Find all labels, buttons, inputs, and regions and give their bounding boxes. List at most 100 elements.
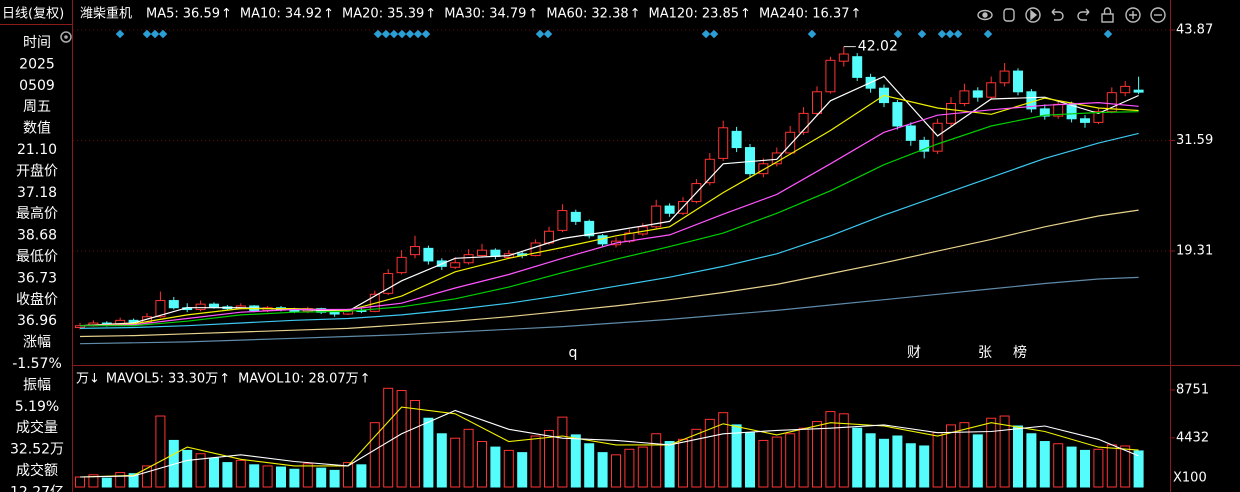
volume-unit: X100	[1173, 471, 1207, 486]
lock-icon[interactable]	[1101, 7, 1114, 23]
ma-line	[80, 111, 1139, 327]
info-text: -1.57%	[12, 356, 62, 372]
candle-body	[758, 163, 769, 175]
candle-body	[1013, 70, 1023, 93]
signal-marker	[389, 29, 399, 39]
volume-bar	[664, 441, 675, 488]
legend-value: 16.37	[812, 7, 849, 22]
volume-bar	[825, 411, 836, 488]
volume-bar	[276, 466, 286, 488]
settings-icon[interactable]	[60, 31, 72, 43]
legend-arrow: ↑	[425, 7, 436, 22]
plus	[1129, 11, 1137, 19]
candle-body	[745, 147, 755, 175]
volume-bar	[544, 429, 554, 488]
hand-icon[interactable]	[1003, 8, 1015, 22]
info-text: 振幅	[23, 377, 51, 393]
signal-marker	[373, 29, 383, 39]
legend-name: MAVOL5:	[106, 372, 164, 387]
info-text: 21.10	[17, 142, 57, 158]
volume-bar	[182, 449, 193, 488]
volume-bar	[798, 427, 809, 488]
volume-bar	[691, 428, 702, 488]
signal-marker	[413, 29, 423, 39]
play	[1030, 9, 1038, 21]
volume-bar	[651, 433, 662, 488]
volume-bar	[557, 416, 568, 488]
legend-name: MA10:	[240, 7, 281, 22]
period-label[interactable]: 日线(复权)	[2, 6, 64, 22]
volume-bar	[423, 417, 434, 488]
volume-bar	[718, 412, 729, 488]
volume-bar	[369, 422, 380, 488]
volume-bar	[905, 443, 916, 488]
volume-bar	[946, 424, 956, 488]
volume-bar	[624, 448, 635, 488]
legend-name: MA30:	[444, 7, 485, 22]
volume-bar	[289, 468, 300, 488]
candle-body	[905, 125, 916, 141]
volume-bar	[785, 433, 796, 488]
volume-bar	[745, 432, 755, 488]
volume-bar	[316, 467, 327, 488]
info-text: 0509	[19, 78, 55, 94]
zoom-out-icon[interactable]	[1150, 7, 1166, 23]
volume-bar	[879, 438, 889, 488]
legend-value: 33.30万	[168, 372, 218, 387]
candle-body	[490, 249, 501, 257]
hand	[1003, 8, 1015, 22]
volume-bar	[1053, 443, 1064, 488]
volume-bar	[356, 464, 367, 488]
volume-bar	[195, 453, 206, 488]
candle-body	[1120, 85, 1131, 94]
ma-line	[79, 276, 1139, 345]
volume-bar	[477, 441, 487, 488]
play-ring	[1025, 7, 1041, 23]
legend-arrow: ↑	[221, 7, 232, 22]
volume-bar	[731, 424, 742, 488]
candle-body	[463, 254, 474, 264]
candle-body	[852, 56, 863, 78]
volume-bar	[570, 434, 581, 488]
legend-value: 23.85	[702, 7, 739, 22]
candle-body	[932, 122, 943, 152]
candle-body	[812, 91, 822, 114]
info-text: 38.68	[17, 228, 57, 244]
candle-body	[838, 53, 849, 62]
legend-value: 32.38	[591, 7, 628, 22]
undo-icon[interactable]	[1051, 8, 1064, 21]
event-marker: q	[569, 345, 578, 361]
volume-bar	[972, 434, 983, 488]
candle-body	[919, 139, 930, 152]
play-icon[interactable]	[1025, 7, 1041, 23]
legend-arrow: ↑	[219, 372, 230, 387]
info-text: 36.73	[17, 270, 57, 286]
volume-bar	[329, 469, 340, 488]
candle-body	[1093, 111, 1104, 123]
redo-icon[interactable]	[1077, 8, 1090, 21]
info-text: 5.19%	[15, 399, 59, 415]
candle-body	[584, 220, 595, 237]
volume-bar	[611, 454, 621, 488]
candle-body	[986, 82, 997, 98]
info-text: 周五	[23, 99, 51, 115]
zoom-out-ring	[1150, 7, 1166, 23]
info-text: 成交量	[16, 419, 58, 436]
volume-bar	[852, 427, 863, 488]
lock-shackle	[1103, 7, 1112, 14]
toolbar	[977, 7, 1166, 23]
legend-arrow: ↑	[630, 7, 641, 22]
volume-bar	[235, 459, 246, 488]
candle-body	[651, 205, 662, 228]
legend-arrow: ↑	[360, 372, 371, 387]
info-text: 37.18	[17, 185, 57, 201]
zoom-in-ring	[1125, 7, 1141, 23]
eye-icon[interactable]	[977, 9, 993, 21]
volume-bar	[1120, 445, 1131, 488]
legend-value: 35.39	[387, 7, 424, 22]
y-tick-label: 4432	[1176, 430, 1209, 445]
zoom-in-icon[interactable]	[1125, 7, 1141, 23]
